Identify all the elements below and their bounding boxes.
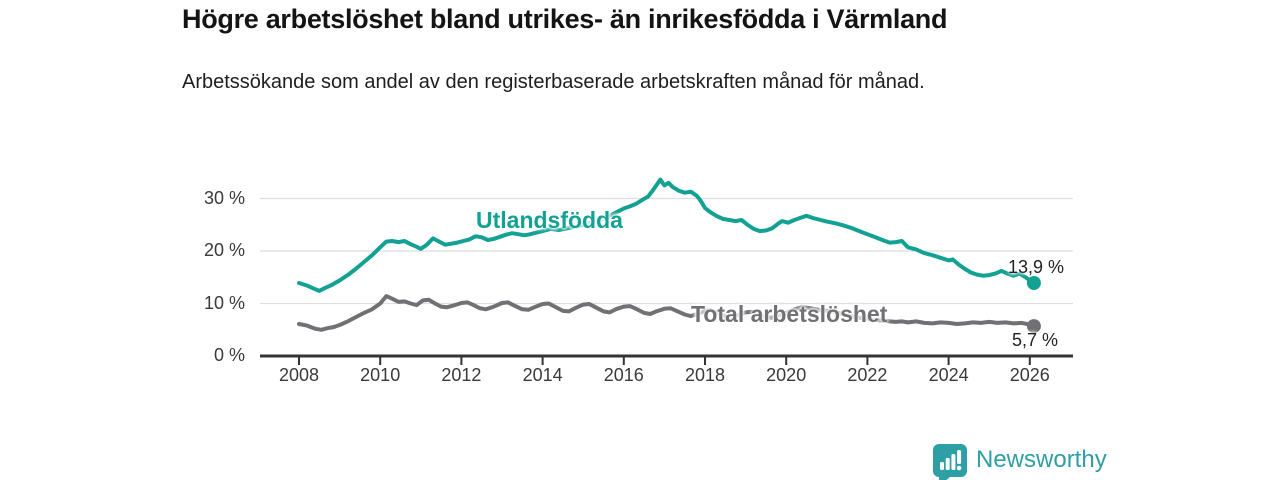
x-axis-tick-label: 2024 bbox=[928, 365, 969, 385]
x-axis-tick-label: 2022 bbox=[847, 365, 888, 385]
newsworthy-logo: Newsworthy bbox=[933, 444, 1107, 480]
x-axis-tick-label: 2016 bbox=[603, 365, 644, 385]
chart-subtitle: Arbetssökande som andel av den registerb… bbox=[182, 71, 925, 93]
y-axis-tick-label: 30 % bbox=[203, 187, 245, 208]
end-value-label-utlandsfodda: 13,9 % bbox=[1008, 257, 1065, 277]
series-label-utlandsfodda: Utlandsfödda bbox=[476, 207, 623, 233]
y-axis-tick-label: 10 % bbox=[203, 292, 245, 313]
x-axis-tick-label: 2008 bbox=[278, 365, 320, 385]
y-axis-tick-label: 20 % bbox=[203, 240, 245, 260]
page-title: Högre arbetslöshet bland utrikes- än inr… bbox=[182, 4, 948, 34]
end-value-label-total: 5,7 % bbox=[1012, 330, 1059, 350]
x-axis-tick-label: 2010 bbox=[360, 365, 401, 385]
series-label-total-arbetsloshet: Total arbetslöshet bbox=[691, 301, 888, 327]
newsworthy-speech-bubble-barchart-icon bbox=[933, 444, 967, 480]
x-axis-tick-label: 2026 bbox=[1009, 365, 1050, 385]
x-axis-tick-label: 2020 bbox=[766, 365, 807, 385]
x-axis-tick-label: 2018 bbox=[684, 365, 726, 385]
x-axis-tick-label: 2012 bbox=[441, 365, 482, 385]
x-axis-tick-label: 2014 bbox=[522, 365, 563, 385]
newsworthy-wordmark: Newsworthy bbox=[976, 446, 1107, 473]
y-axis-tick-label: 0 % bbox=[213, 345, 245, 365]
